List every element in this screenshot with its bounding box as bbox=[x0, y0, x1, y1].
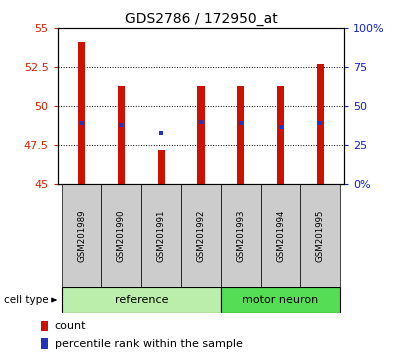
Bar bbox=[197, 86, 205, 184]
Bar bbox=[317, 64, 324, 184]
Title: GDS2786 / 172950_at: GDS2786 / 172950_at bbox=[125, 12, 277, 26]
Text: GSM201995: GSM201995 bbox=[316, 209, 325, 262]
Text: GSM201991: GSM201991 bbox=[157, 209, 166, 262]
Bar bbox=[237, 86, 244, 184]
Bar bbox=[181, 184, 221, 287]
Bar bbox=[277, 86, 284, 184]
Text: cell type: cell type bbox=[4, 295, 49, 305]
Bar bbox=[62, 184, 101, 287]
Bar bbox=[261, 184, 300, 287]
Text: GSM201994: GSM201994 bbox=[276, 209, 285, 262]
Bar bbox=[78, 42, 85, 184]
Bar bbox=[62, 287, 221, 313]
Text: GSM201992: GSM201992 bbox=[197, 209, 205, 262]
Bar bbox=[221, 287, 340, 313]
Text: motor neuron: motor neuron bbox=[242, 295, 319, 305]
Bar bbox=[101, 184, 141, 287]
Text: GSM201990: GSM201990 bbox=[117, 209, 126, 262]
Bar bbox=[141, 184, 181, 287]
Text: reference: reference bbox=[115, 295, 168, 305]
Text: percentile rank within the sample: percentile rank within the sample bbox=[55, 339, 242, 349]
Bar bbox=[221, 184, 261, 287]
Text: GSM201993: GSM201993 bbox=[236, 209, 245, 262]
Bar bbox=[41, 320, 48, 331]
Bar bbox=[118, 86, 125, 184]
Bar bbox=[158, 150, 165, 184]
Text: count: count bbox=[55, 321, 86, 331]
Text: GSM201989: GSM201989 bbox=[77, 209, 86, 262]
Bar bbox=[41, 338, 48, 349]
Bar bbox=[300, 184, 340, 287]
